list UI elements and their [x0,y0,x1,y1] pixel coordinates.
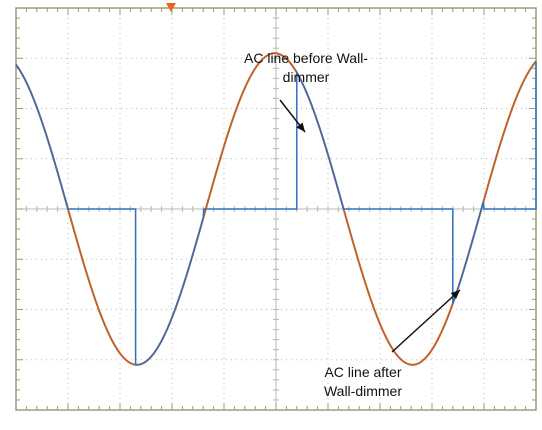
plot-frame [15,7,537,411]
annotation-after-arrow [391,289,461,353]
annotation-before-arrowhead-icon [296,122,305,132]
trigger-marker-icon [166,3,176,12]
annotation-after-line1: AC line after [324,364,401,380]
annotation-before-line1: AC line before Wall- [244,50,368,66]
annotation-after-arrowhead-icon [450,290,460,300]
annotation-after-line2: Wall-dimmer [324,383,402,399]
series-line-after [15,61,537,366]
annotation-before-line2: dimmer [283,69,330,85]
series-line-before [15,52,537,366]
